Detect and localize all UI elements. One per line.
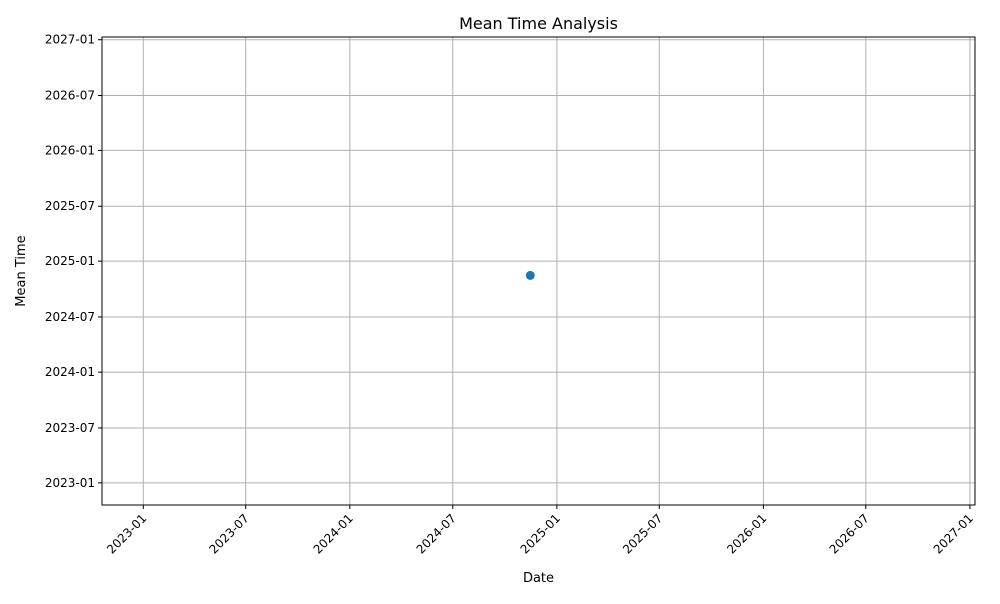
y-tick-label: 2026-07 xyxy=(45,89,95,103)
y-tick-label: 2023-07 xyxy=(45,421,95,435)
data-point xyxy=(525,270,535,280)
grid xyxy=(102,37,975,505)
y-tick-label: 2024-01 xyxy=(45,365,95,379)
y-axis-label: Mean Time xyxy=(14,235,29,306)
y-tick-label: 2026-01 xyxy=(45,143,95,157)
plot-data xyxy=(525,270,535,280)
y-tick-label: 2024-07 xyxy=(45,310,95,324)
y-tick-label: 2025-01 xyxy=(45,254,95,268)
y-tick-label: 2027-01 xyxy=(45,33,95,47)
chart-title: Mean Time Analysis xyxy=(459,14,618,33)
y-axis-ticks: 2023-01 2023-07 2024-01 2024-07 2025-01 2025-… xyxy=(45,33,102,490)
plot-frame xyxy=(101,36,976,506)
y-tick-label: 2023-01 xyxy=(45,476,95,490)
x-axis-label: Date xyxy=(523,571,554,586)
y-tick-label: 2025-07 xyxy=(45,199,95,213)
